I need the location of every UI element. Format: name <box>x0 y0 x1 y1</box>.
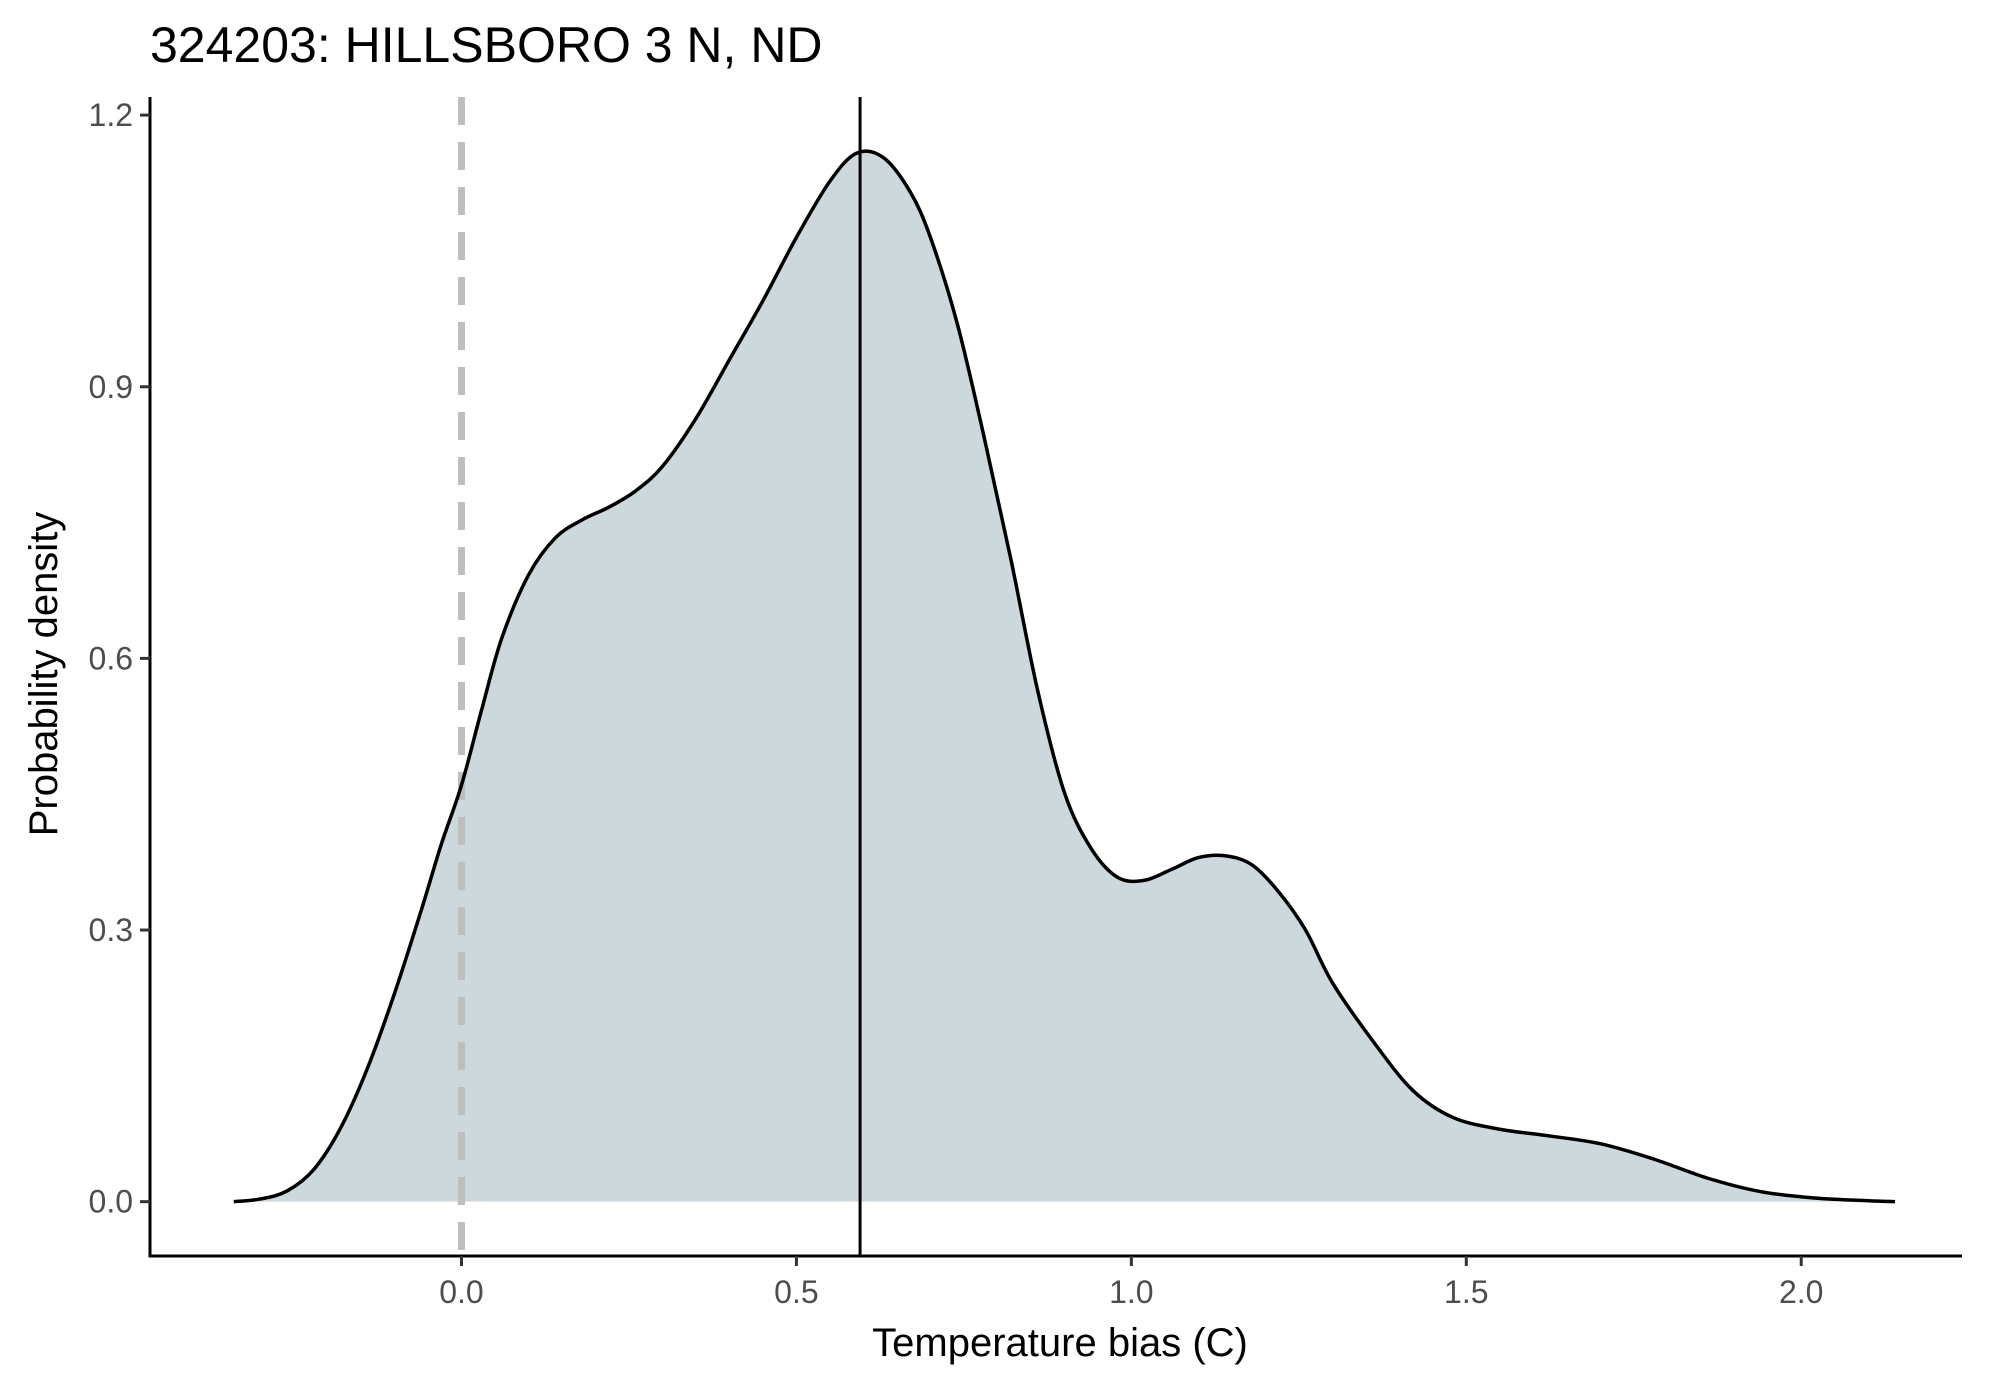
x-ticks: 0.0 0.5 1.0 1.5 2.0 <box>439 1256 1823 1310</box>
x-tick-label: 2.0 <box>1779 1274 1823 1310</box>
y-tick-label: 0.6 <box>89 640 133 676</box>
y-tick-label: 0.9 <box>89 369 133 405</box>
y-ticks: 0.0 0.3 0.6 0.9 1.2 <box>89 97 150 1220</box>
x-tick-label: 0.5 <box>774 1274 818 1310</box>
x-tick-label: 1.0 <box>1109 1274 1153 1310</box>
density-area <box>233 151 1896 1202</box>
x-tick-label: 1.5 <box>1444 1274 1488 1310</box>
y-axis-title: Probability density <box>22 512 66 837</box>
x-tick-label: 0.0 <box>439 1274 483 1310</box>
plot-area <box>233 97 1896 1256</box>
density-curve <box>233 149 1896 1204</box>
y-tick-label: 1.2 <box>89 97 133 133</box>
y-tick-label: 0.3 <box>89 912 133 948</box>
chart-title: 324203: HILLSBORO 3 N, ND <box>150 17 823 73</box>
x-axis-title: Temperature bias (C) <box>872 1321 1248 1365</box>
y-axis: 0.0 0.3 0.6 0.9 1.2 <box>89 97 152 1258</box>
x-axis: 0.0 0.5 1.0 1.5 2.0 <box>148 1254 1962 1310</box>
y-tick-label: 0.0 <box>89 1184 133 1220</box>
